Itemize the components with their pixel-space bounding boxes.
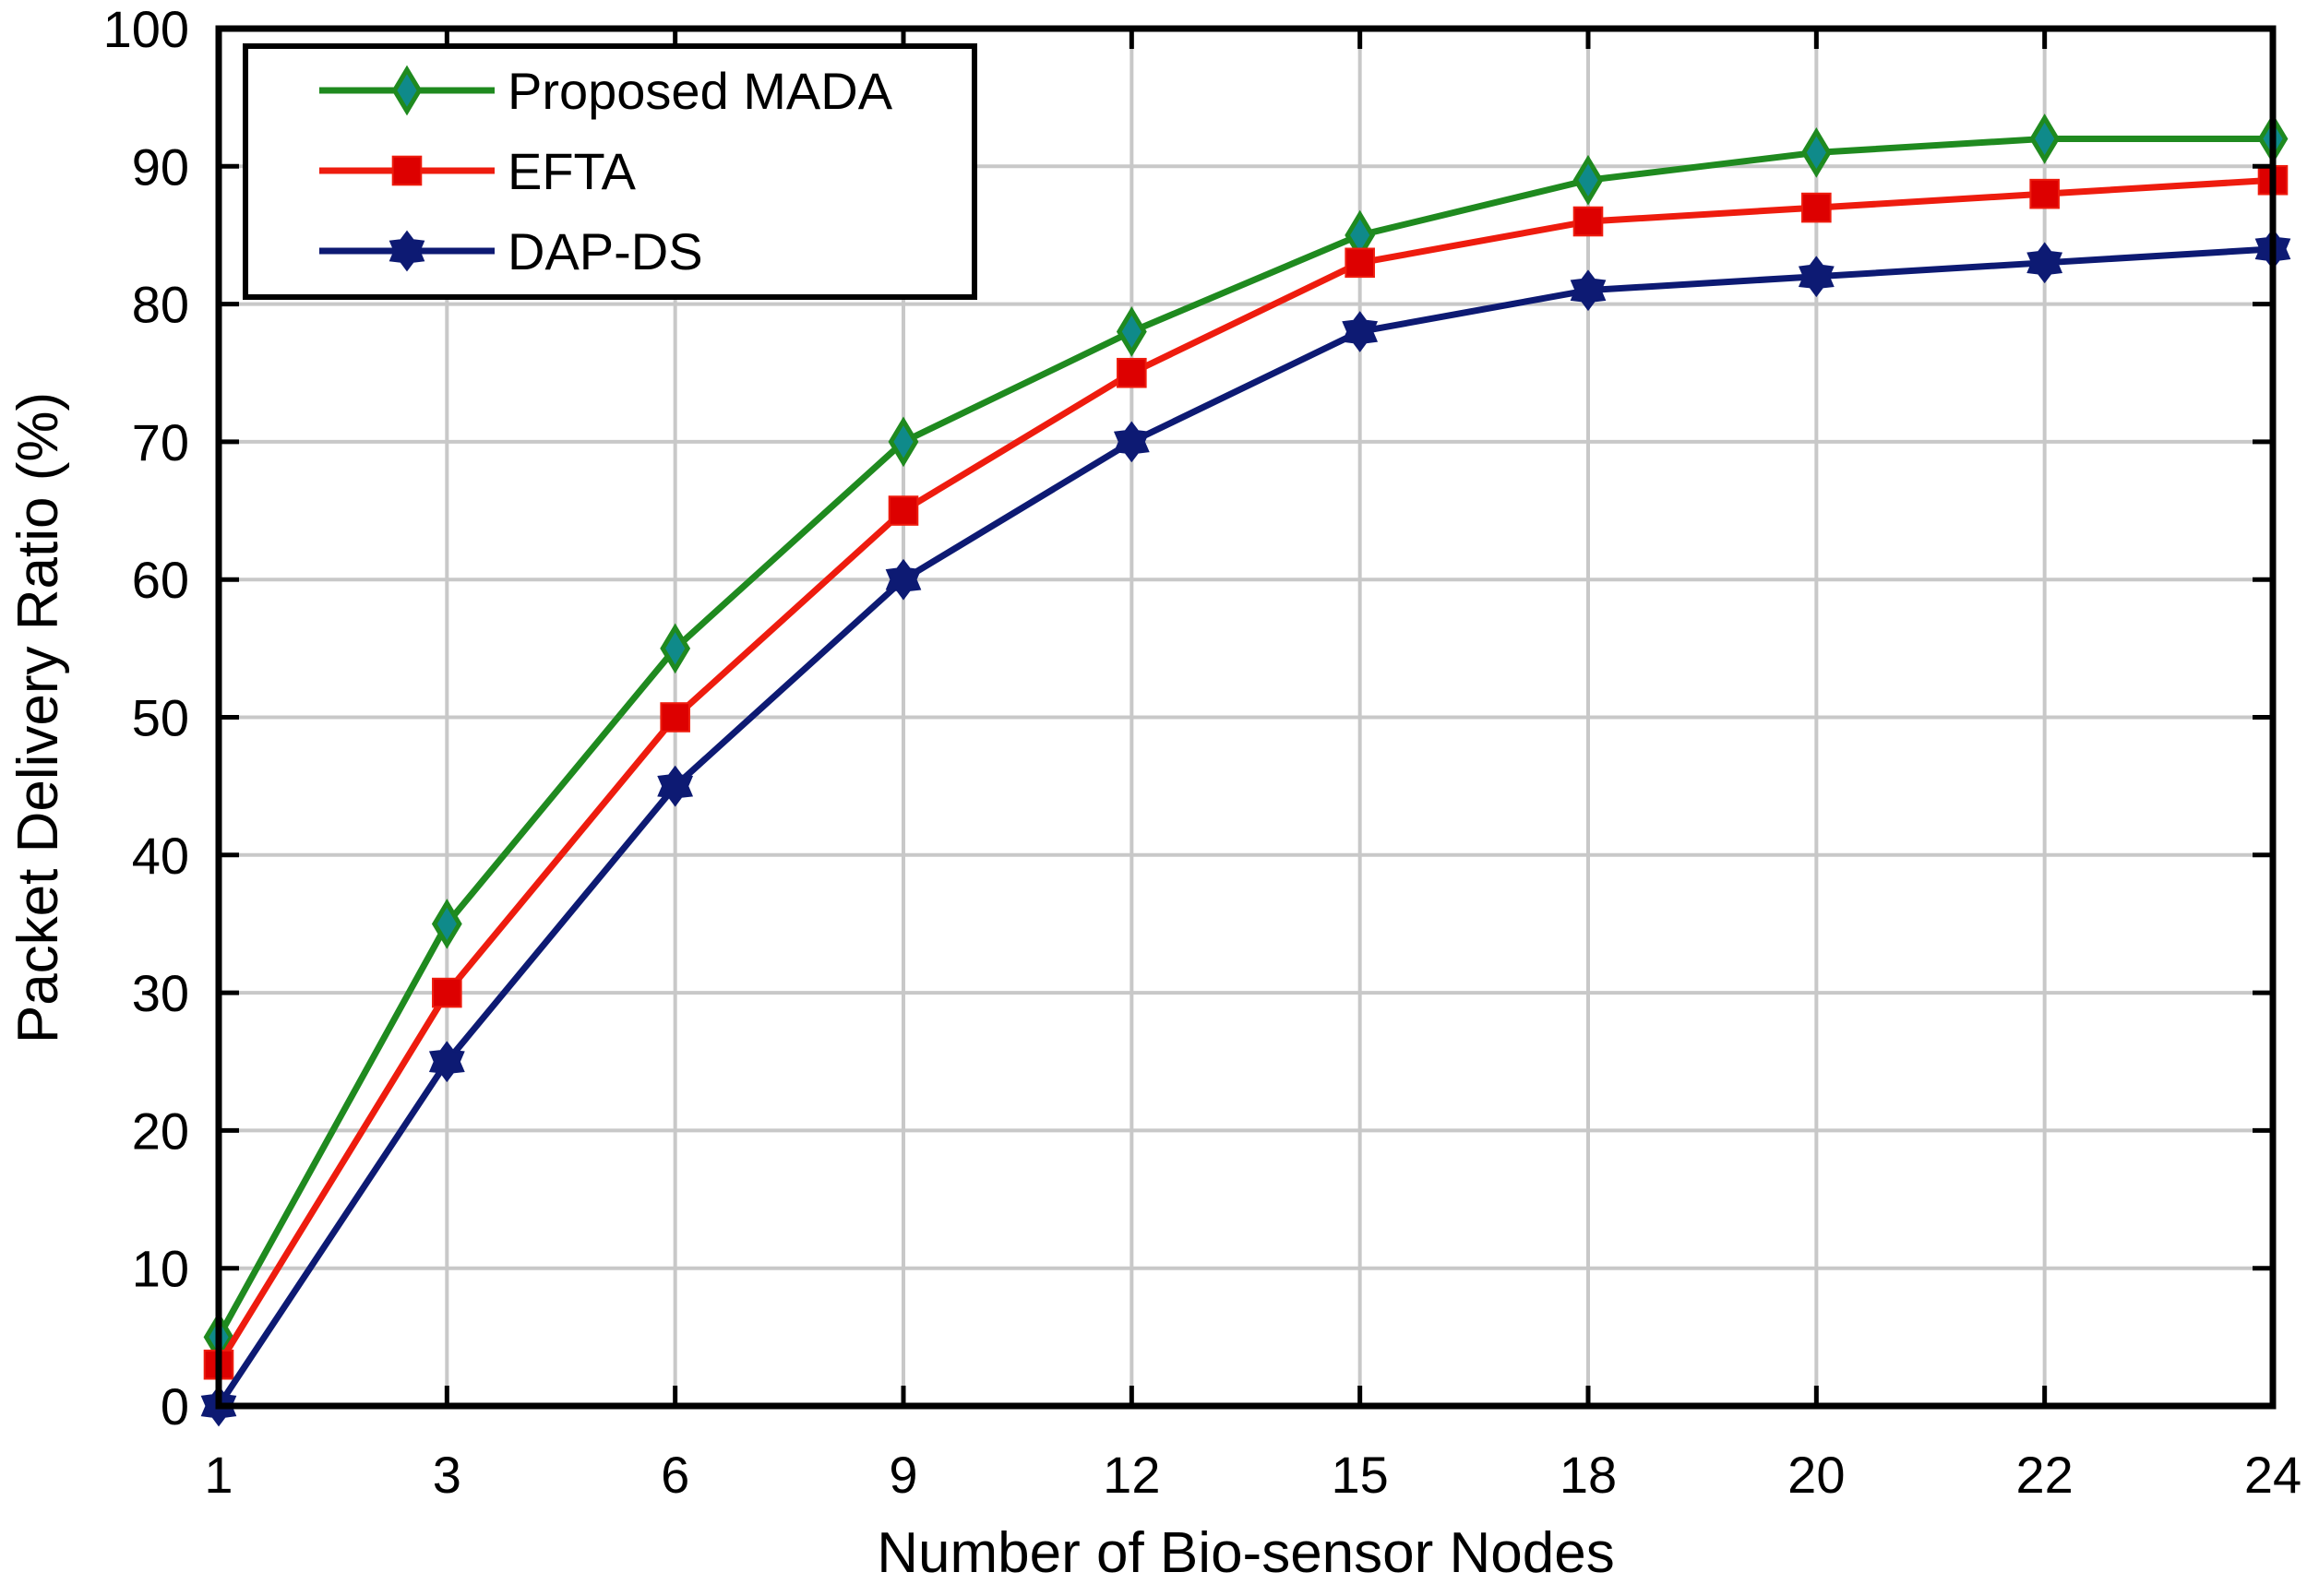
- data-point: [660, 623, 691, 674]
- legend-label: Proposed MADA: [508, 62, 893, 120]
- y-tick-label: 30: [132, 964, 189, 1022]
- x-tick-label: 22: [2016, 1446, 2074, 1504]
- data-point: [888, 495, 919, 526]
- legend-item: DAP-DS: [319, 222, 703, 280]
- y-tick-label: 100: [103, 0, 189, 58]
- y-axis-title: Packet Delivery Ratio (%): [6, 392, 70, 1043]
- data-point: [428, 1041, 465, 1083]
- series-proposed-mada: [203, 113, 2289, 1363]
- legend-marker: [388, 230, 425, 272]
- y-tick-label: 80: [132, 276, 189, 334]
- x-tick-label: 20: [1787, 1446, 1845, 1504]
- x-tick-label: 6: [661, 1446, 689, 1504]
- series-dap-ds: [200, 228, 2291, 1427]
- x-tick-label: 12: [1103, 1446, 1160, 1504]
- data-point: [1572, 154, 1604, 206]
- x-axis-title: Number of Bio-sensor Nodes: [877, 1521, 1614, 1585]
- x-tick-label: 1: [204, 1446, 233, 1504]
- x-tick-label: 24: [2244, 1446, 2301, 1504]
- data-point: [432, 977, 462, 1008]
- data-point: [660, 702, 690, 732]
- y-tick-label: 10: [132, 1240, 189, 1298]
- data-point: [1570, 269, 1607, 312]
- y-tick-label: 20: [132, 1102, 189, 1160]
- y-tick-label: 50: [132, 689, 189, 747]
- y-tick-label: 70: [132, 413, 189, 471]
- data-point: [2029, 113, 2061, 164]
- legend-marker: [391, 155, 423, 186]
- data-point: [1800, 127, 1832, 178]
- y-tick-label: 40: [132, 827, 189, 885]
- x-tick-label: 3: [433, 1446, 461, 1504]
- data-point: [1801, 192, 1832, 223]
- data-point: [888, 416, 919, 468]
- data-point: [431, 899, 462, 949]
- tick-labels: 1 3 6 9 12 15 18 20 22 24 0 10 20 30 40 50 60 70 80 90 100: [103, 0, 2302, 1504]
- data-point: [885, 558, 922, 601]
- legend-item: Proposed MADA: [319, 62, 893, 120]
- data-point: [1572, 206, 1604, 237]
- legend-item: EFTA: [319, 142, 637, 200]
- data-point: [1117, 357, 1147, 388]
- legend-marker: [391, 65, 423, 116]
- x-tick-label: 9: [889, 1446, 917, 1504]
- y-tick-label: 0: [161, 1377, 189, 1435]
- data-point: [1345, 247, 1375, 279]
- legend-label: DAP-DS: [508, 222, 703, 280]
- data-point: [1798, 256, 1835, 298]
- y-tick-label: 90: [132, 137, 189, 196]
- series-layer: [200, 113, 2291, 1427]
- series-line: [215, 135, 2273, 1340]
- series-line: [216, 176, 2274, 1367]
- data-point: [657, 765, 694, 807]
- legend: Proposed MADA EFTA DAP-DS: [243, 43, 977, 300]
- series-efta: [203, 164, 2289, 1380]
- legend-label: EFTA: [508, 142, 637, 200]
- data-point: [1342, 311, 1379, 352]
- data-point: [1113, 421, 1150, 463]
- x-tick-label: 18: [1560, 1446, 1617, 1504]
- series-line: [216, 245, 2274, 1408]
- y-tick-label: 60: [132, 551, 189, 609]
- data-point: [2029, 178, 2060, 209]
- x-tick-label: 15: [1332, 1446, 1389, 1504]
- axes: [215, 25, 2277, 1410]
- data-point: [2026, 242, 2063, 284]
- data-point: [1116, 306, 1147, 357]
